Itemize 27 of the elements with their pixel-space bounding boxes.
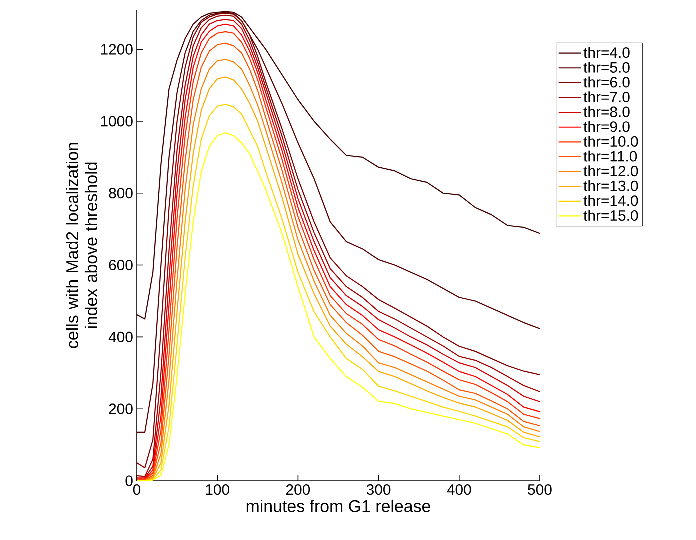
legend-label: thr=4.0 <box>584 47 630 58</box>
legend-label: thr=8.0 <box>584 106 630 118</box>
y-axis-title: cells with Mad2 localization index above threshold <box>66 143 98 348</box>
x-tick-label: 500 <box>528 484 552 496</box>
y-tick-label: 0 <box>126 476 133 486</box>
legend-label: thr=11.0 <box>584 150 638 162</box>
x-tick-label: 400 <box>447 484 472 496</box>
x-tick-label: 0 <box>133 484 141 496</box>
y-tick-label: 1000 <box>101 116 133 127</box>
legend-label: thr=15.0 <box>584 210 638 222</box>
legend-label: thr=7.0 <box>584 92 630 103</box>
legend-label: thr=10.0 <box>584 136 638 147</box>
x-tick-label: 200 <box>286 484 310 496</box>
legend-label: thr=6.0 <box>584 76 630 88</box>
legend-label: thr=14.0 <box>584 195 638 206</box>
x-tick-label: 100 <box>206 484 230 496</box>
legend-label: thr=9.0 <box>584 121 630 132</box>
x-tick-label: 300 <box>366 484 391 496</box>
y-tick-label: 400 <box>108 332 133 342</box>
y-tick-label: 800 <box>109 188 133 199</box>
y-tick-label: 600 <box>109 260 133 271</box>
y-tick-label: 200 <box>109 404 133 414</box>
legend-label: thr=5.0 <box>584 62 630 73</box>
legend-label: thr=12.0 <box>584 166 638 177</box>
y-tick-label: 1200 <box>101 44 133 55</box>
legend-label: thr=13.0 <box>584 180 638 192</box>
x-axis-title: minutes from G1 release <box>246 500 430 512</box>
